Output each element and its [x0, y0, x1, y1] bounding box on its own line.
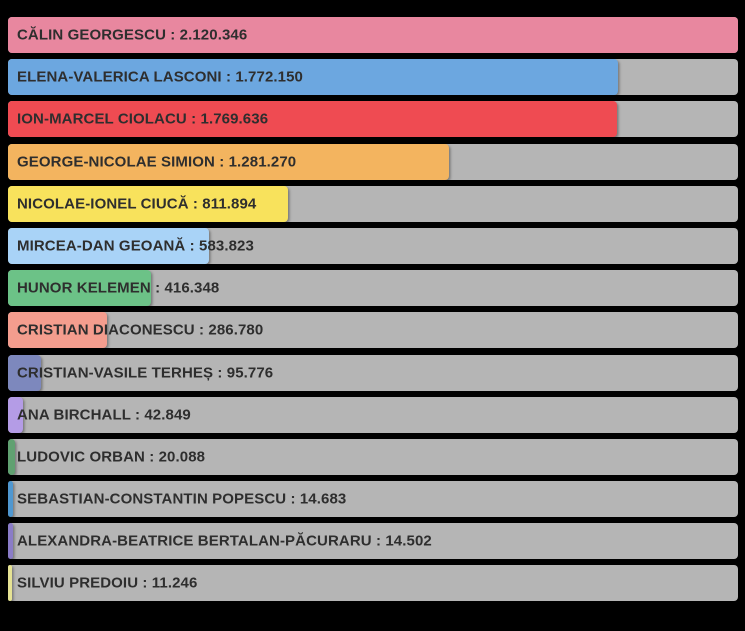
bar-row: SILVIU PREDOIU : 11.246: [8, 565, 738, 602]
label-separator: :: [286, 490, 300, 508]
bar-fill[interactable]: [8, 59, 619, 96]
bar-label: ION-MARCEL CIOLACU : 1.769.636: [17, 111, 268, 128]
candidate-name: MIRCEA-DAN GEOANĂ: [17, 237, 186, 255]
bar-label: SILVIU PREDOIU : 11.246: [17, 575, 197, 592]
label-separator: :: [188, 195, 203, 213]
bar-fill[interactable]: [8, 354, 41, 391]
bar-fill[interactable]: [8, 312, 107, 349]
bar-track: [8, 481, 738, 518]
label-separator: :: [138, 574, 152, 592]
bar-fill[interactable]: [8, 270, 152, 307]
candidate-votes: 811.894: [202, 195, 257, 213]
candidate-votes: 286.780: [208, 321, 264, 339]
candidate-name: HUNOR KELEMEN: [17, 279, 151, 297]
candidate-votes: 14.683: [299, 490, 347, 508]
bar-track: [8, 396, 738, 433]
bar-row: NICOLAE-IONEL CIUCĂ : 811.894: [8, 185, 738, 222]
bar-label: CRISTIAN DIACONESCU : 286.780: [17, 322, 263, 339]
bar-label: NICOLAE-IONEL CIUCĂ : 811.894: [17, 195, 256, 212]
bar-track: [8, 523, 738, 560]
candidate-votes: 42.849: [144, 406, 191, 424]
bar-label: ELENA-VALERICA LASCONI : 1.772.150: [17, 69, 303, 86]
bar-fill[interactable]: [8, 227, 209, 264]
candidate-votes: 20.088: [158, 448, 206, 466]
bar-track: [8, 354, 738, 391]
results-bar-chart: CĂLIN GEORGESCU : 2.120.346 ELENA-VALERIC…: [8, 17, 738, 602]
bar-label: LUDOVIC ORBAN : 20.088: [17, 448, 205, 465]
candidate-name: CĂLIN GEORGESCU: [17, 26, 167, 44]
bar-row: CĂLIN GEORGESCU : 2.120.346: [8, 17, 738, 53]
bar-track: [8, 565, 738, 602]
bar-fill[interactable]: [8, 101, 618, 138]
bar-row: GEORGE-NICOLAE SIMION : 1.281.270: [8, 143, 738, 180]
candidate-votes: 1.769.636: [200, 110, 269, 128]
label-separator: :: [130, 406, 145, 424]
candidate-votes: 1.281.270: [228, 153, 297, 171]
label-separator: :: [144, 448, 159, 466]
bar-row: MIRCEA-DAN GEOANĂ : 583.823: [8, 227, 738, 264]
bar-fill[interactable]: [8, 438, 15, 475]
bar-fill[interactable]: [8, 17, 738, 53]
bar-row: ANA BIRCHALL : 42.849: [8, 396, 738, 433]
candidate-name: CRISTIAN-VASILE TERHEȘ: [17, 364, 214, 381]
bar-label: HUNOR KELEMEN : 416.348: [17, 280, 219, 297]
label-separator: :: [166, 26, 180, 44]
bar-fill[interactable]: [8, 185, 288, 222]
bar-label: CRISTIAN-VASILE TERHEȘ : 95.776: [17, 364, 273, 381]
candidate-name: CRISTIAN DIACONESCU: [17, 321, 195, 339]
candidate-votes: 14.502: [385, 532, 432, 550]
bar-row: ALEXANDRA-BEATRICE BERTALAN-PĂCURARU : 1…: [8, 523, 738, 560]
candidate-votes: 583.823: [199, 237, 254, 255]
candidate-name: GEORGE-NICOLAE SIMION: [17, 153, 215, 171]
label-separator: :: [221, 68, 236, 86]
label-separator: :: [214, 153, 229, 171]
candidate-votes: 95.776: [226, 364, 274, 381]
bar-row: CRISTIAN DIACONESCU : 286.780: [8, 312, 738, 349]
label-separator: :: [371, 532, 386, 550]
bar-label: MIRCEA-DAN GEOANĂ : 583.823: [17, 237, 254, 254]
bar-row: ION-MARCEL CIOLACU : 1.769.636: [8, 101, 738, 138]
candidate-name: ION-MARCEL CIOLACU: [17, 110, 187, 128]
candidate-name: ALEXANDRA-BEATRICE BERTALAN-PĂCURARU: [17, 532, 372, 550]
label-separator: :: [185, 237, 200, 255]
bar-fill[interactable]: [8, 523, 13, 560]
bar-label: ANA BIRCHALL : 42.849: [17, 406, 191, 423]
candidate-name: ANA BIRCHALL: [17, 406, 131, 424]
bar-row: HUNOR KELEMEN : 416.348: [8, 270, 738, 307]
bar-row: SEBASTIAN-CONSTANTIN POPESCU : 14.683: [8, 481, 738, 518]
bar-label: SEBASTIAN-CONSTANTIN POPESCU : 14.683: [17, 491, 346, 508]
bar-label: ALEXANDRA-BEATRICE BERTALAN-PĂCURARU : 1…: [17, 533, 432, 550]
bar-fill[interactable]: [8, 143, 450, 180]
label-separator: :: [150, 279, 165, 297]
candidate-votes: 416.348: [164, 279, 220, 297]
bar-track: [8, 312, 738, 349]
bar-fill[interactable]: [8, 396, 23, 433]
candidate-votes: 1.772.150: [235, 68, 303, 86]
bar-row: ELENA-VALERICA LASCONI : 1.772.150: [8, 59, 738, 96]
bar-track: [8, 438, 738, 475]
bar-row: LUDOVIC ORBAN : 20.088: [8, 438, 738, 475]
candidate-votes: 11.246: [151, 574, 198, 592]
label-separator: :: [213, 364, 227, 381]
label-separator: :: [194, 321, 209, 339]
candidate-name: ELENA-VALERICA LASCONI: [17, 68, 222, 86]
bar-fill[interactable]: [8, 481, 14, 518]
candidate-name: SILVIU PREDOIU: [17, 574, 139, 592]
candidate-name: SEBASTIAN-CONSTANTIN POPESCU: [17, 490, 287, 508]
bar-label: GEORGE-NICOLAE SIMION : 1.281.270: [17, 153, 296, 170]
candidate-name: NICOLAE-IONEL CIUCĂ: [17, 195, 189, 213]
label-separator: :: [186, 110, 201, 128]
candidate-votes: 2.120.346: [179, 26, 248, 44]
bar-label: CĂLIN GEORGESCU : 2.120.346: [17, 27, 247, 44]
bar-row: CRISTIAN-VASILE TERHEȘ : 95.776: [8, 354, 738, 391]
bar-fill[interactable]: [8, 565, 12, 602]
candidate-name: LUDOVIC ORBAN: [17, 448, 145, 466]
